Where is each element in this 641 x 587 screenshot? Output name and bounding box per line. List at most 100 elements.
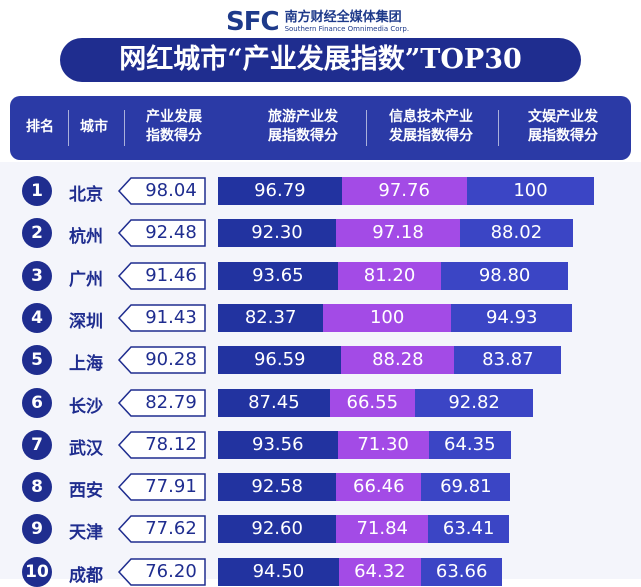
bar-culture: 92.82 — [414, 388, 534, 417]
score-arrow-box — [117, 431, 206, 459]
city-label: 北京 — [69, 185, 103, 205]
bar-value-label: 64.35 — [444, 433, 496, 455]
score-arrow-box — [117, 473, 206, 501]
bar-value-label: 88.28 — [372, 349, 424, 371]
overall-score: 91.43 — [117, 304, 207, 332]
bar-value-label: 81.20 — [363, 264, 416, 286]
overall-score: 98.04 — [117, 177, 207, 205]
bar-culture: 94.93 — [451, 303, 573, 332]
bar-tourism: 96.79 — [218, 177, 342, 205]
bar-culture: 64.35 — [428, 430, 511, 459]
overall-score-value: 76.20 — [145, 560, 197, 582]
overall-score: 92.48 — [117, 219, 207, 248]
overall-score-value: 91.43 — [145, 306, 197, 328]
overall-score-value: 91.46 — [145, 264, 197, 286]
score-arrow-box — [117, 515, 206, 544]
rank-badge: 8 — [22, 472, 52, 503]
header-divider — [366, 110, 367, 146]
bar-tourism: 87.45 — [218, 388, 330, 417]
bar-value-label: 94.93 — [485, 306, 538, 328]
header-overall-line1: 产业发展 — [146, 109, 202, 125]
overall-score: 77.91 — [117, 473, 207, 501]
bar-culture: 98.80 — [441, 261, 568, 290]
bar-value-label: 92.58 — [251, 476, 303, 498]
header-tourism-line2: 展指数得分 — [268, 128, 338, 144]
bar-value-label: 100 — [369, 306, 405, 328]
bar-value-label: 100 — [513, 180, 548, 201]
bar-tourism: 93.65 — [218, 261, 338, 290]
overall-score: 76.20 — [117, 557, 207, 586]
bar-tourism: 82.37 — [218, 303, 324, 332]
score-arrow-box — [117, 177, 206, 205]
rank-badge: 9 — [22, 514, 52, 545]
brand-logo: SFC 南方财经全媒体集团 Southern Finance Omnimedia… — [226, 7, 410, 37]
bar-value-label: 66.46 — [353, 476, 405, 498]
header-it: 信息技术产业 发展指数得分 — [372, 108, 490, 146]
bar-value-label: 92.82 — [448, 391, 500, 413]
bar-value-label: 64.32 — [354, 560, 406, 582]
header-it-line2: 发展指数得分 — [389, 128, 473, 144]
bar-tourism: 92.30 — [218, 219, 336, 248]
bar-culture: 69.81 — [421, 473, 511, 502]
bar-value-label: 66.55 — [346, 391, 399, 413]
bar-it: 71.84 — [336, 515, 429, 544]
score-arrow-box — [117, 261, 206, 290]
bar-it: 64.32 — [338, 557, 421, 586]
header-divider — [68, 110, 69, 146]
overall-score: 78.12 — [117, 431, 207, 459]
rank-badge: 10 — [22, 556, 52, 587]
bar-value-label: 69.81 — [440, 476, 492, 498]
header-divider — [498, 110, 499, 146]
bar-it: 97.18 — [335, 219, 461, 248]
city-label: 武汉 — [69, 438, 103, 459]
bar-it: 66.46 — [336, 473, 422, 502]
score-arrow-box — [117, 388, 206, 417]
brand-en: Southern Finance Omnimedia Corp. — [284, 25, 410, 33]
city-label: 西安 — [69, 481, 103, 502]
bar-value-label: 93.65 — [252, 264, 304, 286]
bar-value-label: 63.41 — [442, 518, 495, 540]
bar-tourism: 92.60 — [218, 515, 337, 544]
overall-score-value: 98.04 — [145, 180, 197, 201]
rank-badge: 6 — [22, 387, 52, 418]
rank-badge: 2 — [22, 218, 52, 249]
city-label: 天津 — [69, 523, 103, 544]
overall-score: 77.62 — [117, 515, 207, 544]
bar-tourism: 96.59 — [218, 346, 342, 375]
header-culture: 文娱产业发 展指数得分 — [504, 108, 622, 146]
header-city: 城市 — [80, 119, 108, 135]
overall-score-value: 78.12 — [145, 433, 197, 455]
rank-badge: 4 — [22, 302, 52, 333]
header-overall: 产业发展 指数得分 — [128, 108, 220, 146]
score-arrow-box — [117, 219, 206, 248]
brand-mark: SFC — [226, 7, 280, 37]
bar-culture: 63.41 — [428, 515, 510, 544]
bar-it: 97.76 — [341, 177, 467, 205]
header-divider — [124, 110, 125, 146]
rank-badge: 5 — [22, 345, 52, 376]
bar-value-label: 82.37 — [244, 306, 297, 328]
overall-score-value: 77.62 — [145, 518, 197, 540]
bar-value-label: 93.56 — [252, 433, 304, 455]
bar-culture: 83.87 — [454, 346, 562, 375]
bar-tourism: 93.56 — [218, 430, 338, 459]
city-label: 上海 — [69, 354, 103, 375]
bar-value-label: 88.02 — [490, 222, 543, 244]
overall-score-value: 90.28 — [145, 349, 197, 371]
bar-it: 81.20 — [337, 261, 442, 290]
header-it-line1: 信息技术产业 — [389, 109, 473, 125]
city-label: 成都 — [69, 565, 103, 586]
bar-it: 88.28 — [341, 346, 455, 375]
bar-value-label: 92.60 — [251, 518, 303, 540]
header-culture-line1: 文娱产业发 — [528, 109, 598, 125]
bar-value-label: 83.87 — [482, 349, 534, 371]
bar-tourism: 94.50 — [218, 557, 339, 586]
bar-value-label: 94.50 — [252, 560, 305, 582]
bar-culture: 88.02 — [460, 219, 573, 248]
bar-value-label: 96.59 — [253, 349, 306, 371]
bar-value-label: 98.80 — [478, 264, 531, 286]
bar-it: 100 — [323, 303, 452, 332]
rank-badge: 7 — [22, 429, 52, 460]
bar-value-label: 92.30 — [251, 222, 303, 244]
header-tourism-line1: 旅游产业发 — [268, 109, 338, 125]
